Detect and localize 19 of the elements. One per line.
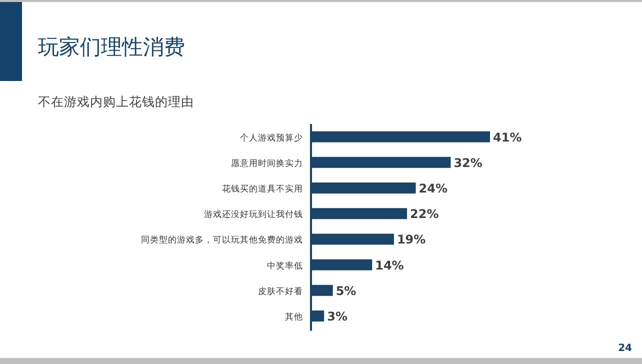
y-tick-label: 个人游戏预算少 [240, 132, 303, 144]
y-tick-label: 皮肤不好看 [258, 286, 303, 297]
data-label: 19% [396, 232, 426, 247]
y-tick-label: 中奖率低 [267, 260, 303, 272]
text: 不在游戏内购上花钱的理由 [38, 94, 194, 109]
data-label: 14% [375, 258, 404, 272]
data-label: 3% [327, 310, 348, 324]
y-tick-label: 同类型的游戏多，可以玩其他免费的游戏 [141, 234, 303, 246]
y-tick-label: 花钱买的道具不实用 [222, 184, 303, 194]
text: 24 [618, 343, 632, 354]
data-label: 24% [418, 182, 448, 196]
text: 玩家们理性消费 [38, 35, 185, 59]
data-label: 5% [336, 284, 356, 298]
data-label: 41% [493, 130, 522, 144]
y-tick-label: 其他 [285, 312, 303, 322]
y-tick-label: 愿意用时间换实力 [231, 158, 303, 169]
y-tick-label: 游戏还没好玩到让我付钱 [204, 209, 303, 220]
data-label: 22% [410, 207, 439, 222]
data-label: 32% [454, 156, 482, 170]
